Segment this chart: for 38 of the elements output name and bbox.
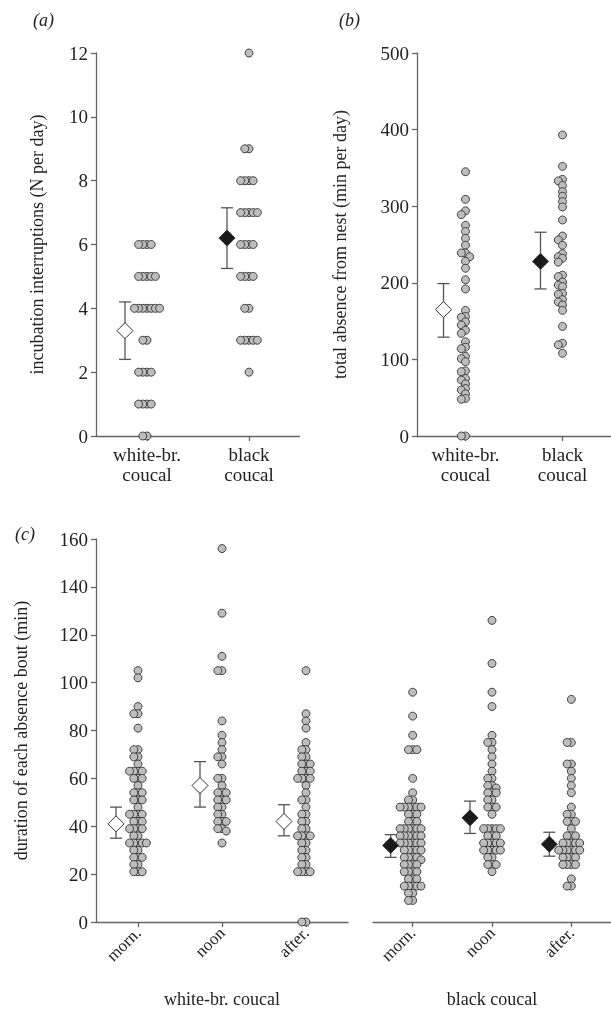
x-tick-label: after. bbox=[540, 923, 579, 962]
chart-title: (c) bbox=[15, 524, 35, 545]
y-tick-label: 100 bbox=[59, 672, 88, 694]
x-tick-label: black coucal bbox=[224, 443, 274, 485]
y-tick-label: 2 bbox=[78, 361, 88, 383]
x-tick-label: noon bbox=[191, 922, 230, 961]
x-tick-label: black coucal bbox=[537, 443, 588, 485]
y-tick-label: 120 bbox=[59, 624, 88, 646]
y-tick-label: 0 bbox=[399, 425, 409, 447]
y-axis-title: incubation interruptions (N per day) bbox=[27, 114, 48, 375]
y-tick-label: 40 bbox=[69, 815, 88, 837]
x-tick-label: white-br. coucal bbox=[431, 443, 500, 485]
y-tick-label: 12 bbox=[69, 42, 88, 64]
y-tick-label: 20 bbox=[69, 863, 88, 885]
chart-title: (a) bbox=[33, 10, 54, 31]
y-tick-label: 140 bbox=[59, 576, 88, 598]
x-axis-title: black coucal bbox=[446, 989, 538, 1009]
y-axis-title: duration of each absence bout (min) bbox=[11, 600, 32, 861]
y-tick-label: 8 bbox=[78, 170, 88, 192]
x-tick-label: after. bbox=[274, 923, 313, 962]
y-tick-label: 10 bbox=[69, 106, 88, 128]
x-axis-title: white-br. coucal bbox=[164, 989, 280, 1009]
y-tick-label: 0 bbox=[78, 911, 88, 933]
x-tick-label: white-br. coucal bbox=[112, 443, 182, 485]
y-tick-label: 400 bbox=[380, 119, 409, 141]
y-axis-title: total absence from nest (min per day) bbox=[330, 110, 351, 379]
x-tick-label: noon bbox=[461, 922, 500, 961]
y-tick-label: 500 bbox=[380, 42, 409, 64]
y-tick-label: 60 bbox=[69, 767, 88, 789]
y-tick-label: 100 bbox=[380, 348, 409, 370]
y-tick-label: 160 bbox=[59, 528, 88, 550]
y-tick-label: 300 bbox=[380, 195, 409, 217]
y-tick-label: 6 bbox=[78, 234, 88, 255]
y-tick-label: 80 bbox=[69, 720, 88, 741]
y-tick-label: 0 bbox=[78, 425, 88, 447]
chart-title: (b) bbox=[339, 10, 360, 31]
y-tick-label: 4 bbox=[78, 297, 89, 319]
y-tick-label: 200 bbox=[380, 272, 409, 294]
